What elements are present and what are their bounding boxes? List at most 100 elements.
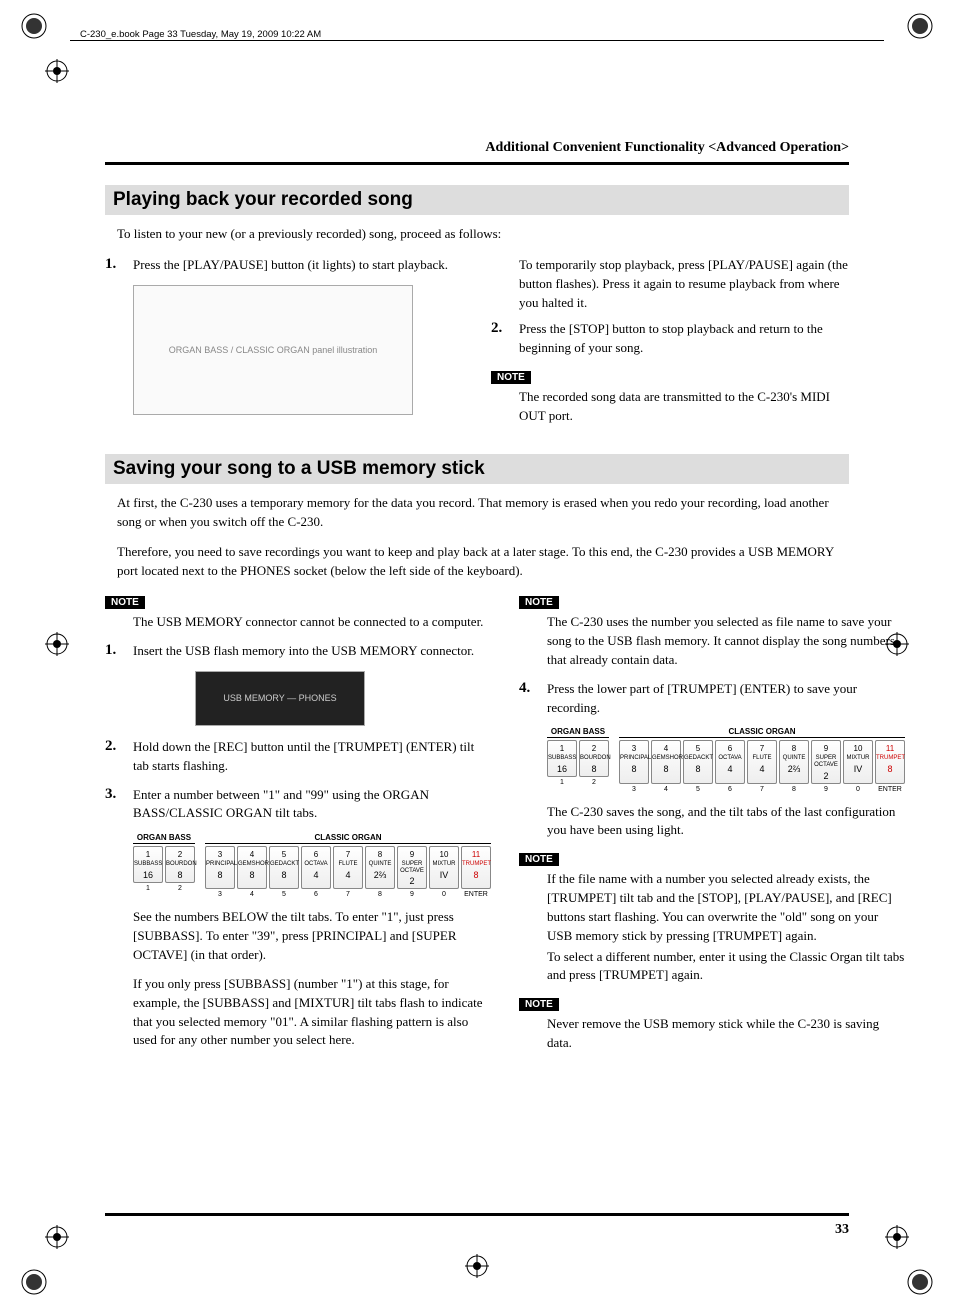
tilt-tab: 5GEDACKT8: [683, 740, 713, 783]
usb-connector-illustration: USB MEMORY — PHONES: [195, 671, 365, 726]
crop-registration-icon: [45, 1225, 69, 1249]
tilt-tabs-figure: ORGAN BASS 1SUBBASS162BOURDON8 12 CLASSIC O…: [547, 727, 905, 792]
page-body: Additional Convenient Functionality <Adv…: [105, 140, 849, 1198]
step-3: 3. Enter a number between "1" and "99" u…: [105, 786, 491, 824]
tilt-tab: 1SUBBASS16: [547, 740, 577, 777]
group-header: ORGAN BASS: [133, 833, 195, 844]
tilt-tab: 3PRINCIPAL8: [205, 846, 235, 889]
corner-ornament-icon: [20, 1268, 48, 1296]
note-text: If the file name with a number you selec…: [547, 870, 905, 945]
tilt-tab: 2BOURDON8: [165, 846, 195, 883]
tilt-tab: 5GEDACKT8: [269, 846, 299, 889]
figure-label: ORGAN BASS / CLASSIC ORGAN panel illustr…: [169, 345, 378, 355]
breadcrumb: Additional Convenient Functionality <Adv…: [105, 140, 849, 156]
step-2: 2. Hold down the [REC] button until the …: [105, 738, 491, 776]
tilt-tab: 10MIXTURIV: [843, 740, 873, 783]
group-header: CLASSIC ORGAN: [205, 833, 491, 844]
tilt-tab: 4GEMSHORN8: [651, 740, 681, 783]
note-block: NOTE Never remove the USB memory stick w…: [519, 995, 905, 1053]
section2-left-col: NOTE The USB MEMORY connector cannot be …: [105, 593, 491, 1063]
tilt-tab: 3PRINCIPAL8: [619, 740, 649, 783]
tilt-tab: 2BOURDON8: [579, 740, 609, 777]
organ-bass-group: ORGAN BASS 1SUBBASS162BOURDON8 12: [133, 833, 195, 898]
divider: [105, 162, 849, 165]
tilt-tab: 10MIXTURIV: [429, 846, 459, 889]
note-label: NOTE: [105, 596, 145, 609]
figure-label: USB MEMORY — PHONES: [223, 693, 336, 703]
under-numbers: 12: [133, 885, 195, 892]
tilt-tab: 7FLUTE4: [747, 740, 777, 783]
section2-right-col: NOTE The C-230 uses the number you selec…: [519, 593, 905, 1063]
classic-organ-group: CLASSIC ORGAN 3PRINCIPAL84GEMSHORN85GEDAC…: [619, 727, 905, 792]
section-title-saving: Saving your song to a USB memory stick: [105, 454, 849, 484]
tilt-tab: 9SUPER OCTAVE2: [397, 846, 427, 889]
tilt-tabs-figure: ORGAN BASS 1SUBBASS162BOURDON8 12 CLASSIC O…: [133, 833, 491, 898]
group-header: ORGAN BASS: [547, 727, 609, 738]
note-text: The USB MEMORY connector cannot be conne…: [133, 613, 491, 632]
note-label: NOTE: [491, 371, 531, 384]
corner-ornament-icon: [20, 12, 48, 40]
tilt-row: 1SUBBASS162BOURDON8: [133, 846, 195, 883]
page-number: 33: [835, 1222, 849, 1238]
divider: [105, 1213, 849, 1216]
corner-ornament-icon: [906, 1268, 934, 1296]
note-label: NOTE: [519, 998, 559, 1011]
tilt-tab: 9SUPER OCTAVE2: [811, 740, 841, 783]
step-1: 1. Press the [PLAY/PAUSE] button (it lig…: [105, 256, 463, 275]
crop-registration-icon: [45, 59, 69, 83]
crop-registration-icon: [45, 632, 69, 656]
tilt-tab: 1SUBBASS16: [133, 846, 163, 883]
classic-organ-group: CLASSIC ORGAN 3PRINCIPAL84GEMSHORN85GEDAC…: [205, 833, 491, 898]
note-text: To select a different number, enter it u…: [547, 948, 905, 986]
step-text: Press the [STOP] button to stop playback…: [519, 320, 849, 358]
step-number: 4.: [519, 680, 539, 718]
under-numbers: 34567890ENTER: [619, 786, 905, 793]
tilt-tab: 4GEMSHORN8: [237, 846, 267, 889]
paragraph: See the numbers BELOW the tilt tabs. To …: [133, 908, 491, 965]
note-block: NOTE The USB MEMORY connector cannot be …: [105, 593, 491, 632]
paragraph: To temporarily stop playback, press [PLA…: [519, 256, 849, 313]
crop-registration-icon: [885, 1225, 909, 1249]
paragraph: If you only press [SUBBASS] (number "1")…: [133, 975, 491, 1050]
step-text: Hold down the [REC] button until the [TR…: [133, 738, 491, 776]
group-header: CLASSIC ORGAN: [619, 727, 905, 738]
note-label: NOTE: [519, 853, 559, 866]
section1-columns: 1. Press the [PLAY/PAUSE] button (it lig…: [105, 256, 849, 436]
step-number: 1.: [105, 256, 125, 275]
corner-ornament-icon: [906, 12, 934, 40]
step-text: Insert the USB flash memory into the USB…: [133, 642, 491, 661]
section2-intro2: Therefore, you need to save recordings y…: [117, 543, 849, 581]
note-block: NOTE If the file name with a number you …: [519, 850, 905, 985]
tilt-row: 3PRINCIPAL84GEMSHORN85GEDACKT86OCTAVA47F…: [619, 740, 905, 783]
tilt-tab: 11TRUMPET8: [461, 846, 491, 889]
section1-left-col: 1. Press the [PLAY/PAUSE] button (it lig…: [105, 256, 463, 436]
step-2: 2. Press the [STOP] button to stop playb…: [491, 320, 849, 358]
tilt-tab: 6OCTAVA4: [715, 740, 745, 783]
tilt-tab: 8QUINTE2⅔: [779, 740, 809, 783]
page-header-info: C-230_e.book Page 33 Tuesday, May 19, 20…: [80, 29, 321, 40]
step-number: 2.: [105, 738, 125, 776]
step-number: 2.: [491, 320, 511, 358]
step-text: Press the lower part of [TRUMPET] (ENTER…: [547, 680, 905, 718]
tilt-row: 1SUBBASS162BOURDON8: [547, 740, 609, 777]
under-numbers: 12: [547, 779, 609, 786]
note-text: The C-230 uses the number you selected a…: [547, 613, 905, 670]
page-frame-line: [70, 40, 884, 41]
paragraph: The C-230 saves the song, and the tilt t…: [547, 803, 905, 841]
tilt-tab: 8QUINTE2⅔: [365, 846, 395, 889]
tilt-row: 3PRINCIPAL84GEMSHORN85GEDACKT86OCTAVA47F…: [205, 846, 491, 889]
note-block: NOTE The C-230 uses the number you selec…: [519, 593, 905, 670]
section-title-playback: Playing back your recorded song: [105, 185, 849, 215]
note-label: NOTE: [519, 596, 559, 609]
step-text: Enter a number between "1" and "99" usin…: [133, 786, 491, 824]
tilt-tab: 11TRUMPET8: [875, 740, 905, 783]
step-number: 1.: [105, 642, 125, 661]
section1-intro: To listen to your new (or a previously r…: [117, 225, 849, 244]
note-text: Never remove the USB memory stick while …: [547, 1015, 905, 1053]
note-block: NOTE The recorded song data are transmit…: [491, 368, 849, 426]
crop-registration-icon: [465, 1254, 489, 1278]
step-1: 1. Insert the USB flash memory into the …: [105, 642, 491, 661]
tilt-tab: 6OCTAVA4: [301, 846, 331, 889]
note-text: The recorded song data are transmitted t…: [519, 388, 849, 426]
organ-bass-group: ORGAN BASS 1SUBBASS162BOURDON8 12: [547, 727, 609, 792]
